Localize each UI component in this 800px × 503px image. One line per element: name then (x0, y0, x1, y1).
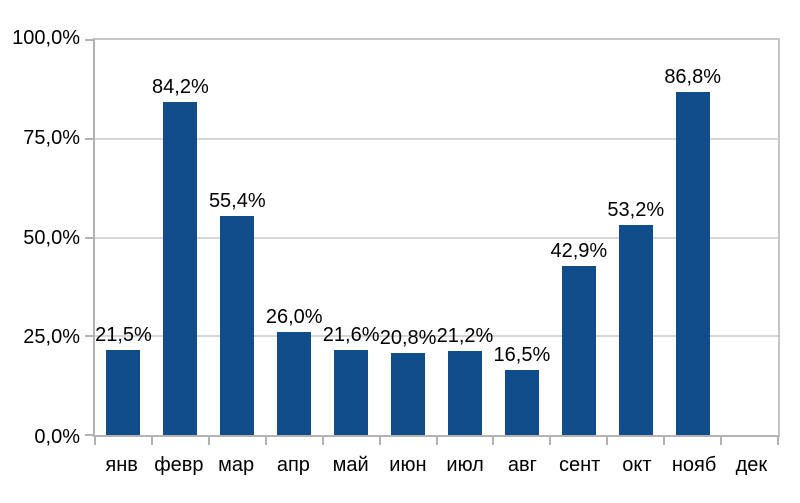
x-axis-tick-label: окт (622, 454, 652, 476)
chart-bar (618, 224, 653, 435)
bar-value-label: 86,8% (664, 66, 722, 89)
gridline (95, 236, 778, 239)
x-axis-tick-mark (150, 437, 153, 445)
chart-bar (561, 265, 596, 435)
bar-value-label: 21,6% (322, 323, 380, 346)
y-axis-labels: 100,0% 75,0% 50,0% 25,0% 0,0% (0, 28, 80, 447)
x-axis-tick-label: февр (154, 454, 204, 476)
y-axis-tick-label: 50,0% (23, 226, 80, 249)
gridline (95, 335, 778, 338)
chart-bar (106, 350, 141, 435)
y-axis-tick-label: 0,0% (34, 426, 80, 448)
chart-bar (391, 352, 426, 435)
x-axis-tick-label: дек (735, 454, 768, 476)
x-axis-tick-mark (321, 437, 324, 445)
category-slot: 84,2% (152, 40, 209, 435)
x-axis-tick-mark (94, 437, 96, 445)
y-axis-tick-mark (85, 236, 95, 239)
bar-value-label: 26,0% (265, 306, 323, 329)
x-axis-tick-label: янв (105, 454, 138, 476)
plot-slots: 21,5% 84,2% 55,4% 26,0% 21,6% 20,8% 21,2% 16,5%… (95, 40, 778, 435)
chart-bar (163, 102, 198, 435)
bar-value-label: 21,5% (95, 324, 152, 347)
x-axis-tick-label: май (332, 454, 369, 476)
x-axis-tick-mark (549, 437, 552, 445)
x-axis-tick-label: нояб (671, 454, 717, 476)
bar-value-label: 53,2% (607, 198, 665, 221)
x-axis-tick-mark (663, 437, 666, 445)
x-axis-tick-mark (207, 437, 210, 445)
x-axis-tick-mark (264, 437, 267, 445)
category-slot: 21,6% (323, 40, 380, 435)
category-slot: 21,5% (95, 40, 152, 435)
y-axis-tick-label: 100,0% (12, 27, 80, 49)
x-axis-tick-mark (435, 437, 438, 445)
chart-bar (504, 369, 539, 435)
y-axis-tick-mark (85, 434, 95, 436)
category-slot: 26,0% (266, 40, 323, 435)
y-axis-tick-mark (85, 335, 95, 338)
category-slot: 20,8% (380, 40, 437, 435)
y-axis-tick-label: 25,0% (23, 326, 80, 349)
y-axis-tick-mark (85, 137, 95, 140)
x-axis-tick-mark (720, 437, 723, 445)
category-slot: 21,2% (437, 40, 494, 435)
y-axis-tick-label: 75,0% (23, 126, 80, 149)
x-axis-tick-label: июл (446, 454, 484, 476)
x-axis-tick-label: апр (276, 454, 310, 476)
y-axis-tick-mark (85, 39, 95, 41)
x-axis-tick-mark (378, 437, 381, 445)
x-axis-tick-label: июн (389, 454, 427, 476)
chart-bar (220, 216, 255, 435)
category-slot (721, 40, 778, 435)
bar-value-label: 84,2% (152, 76, 209, 99)
plot-area: 21,5% 84,2% 55,4% 26,0% 21,6% 20,8% 21,2% 16,5%… (85, 38, 780, 445)
bar-value-label: 21,2% (436, 325, 494, 348)
x-axis-tick-label: мар (218, 454, 255, 476)
chart-bar (447, 351, 482, 435)
category-slot: 53,2% (607, 40, 664, 435)
gridline (95, 137, 778, 140)
bar-value-label: 20,8% (379, 326, 437, 349)
x-axis-tick-label: сент (558, 454, 601, 476)
bar-value-label: 16,5% (493, 343, 551, 366)
category-slot: 86,8% (664, 40, 721, 435)
bar-value-label: 42,9% (550, 239, 608, 262)
x-axis-tick-mark (492, 437, 495, 445)
x-axis-labels: янв февр мар апр май июн июл авг сент окт нояб дек (93, 453, 780, 477)
chart-bar (675, 92, 710, 435)
bar-value-label: 55,4% (208, 190, 266, 213)
category-slot: 55,4% (209, 40, 266, 435)
category-slot: 42,9% (550, 40, 607, 435)
x-axis-tick-mark (606, 437, 609, 445)
x-axis-tick-label: авг (507, 454, 537, 476)
x-axis-tick-mark (777, 437, 779, 445)
category-slot: 16,5% (493, 40, 550, 435)
chart-bar (334, 349, 369, 435)
chart-bar (277, 332, 312, 435)
